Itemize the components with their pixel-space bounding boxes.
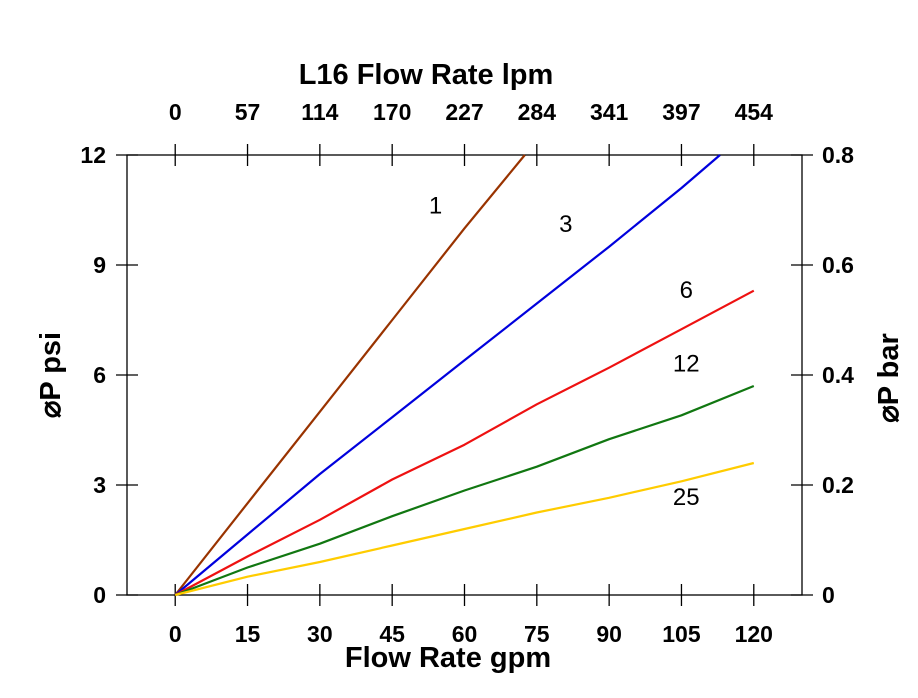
series-line-12 <box>174 384 755 597</box>
x-tick-label: 0 <box>169 621 182 647</box>
y-tick-label: 9 <box>93 252 106 278</box>
y-right-tick-label: 0.6 <box>822 252 854 278</box>
series-layer <box>174 154 755 597</box>
x-tick-label: 105 <box>662 621 701 647</box>
series-line-3 <box>174 154 721 596</box>
series-label-3: 3 <box>559 211 572 238</box>
series-line-1 <box>174 154 526 596</box>
series-label-6: 6 <box>680 277 693 304</box>
x-tick-label: 45 <box>379 621 405 647</box>
x-axis-label: Flow Rate gpm <box>345 642 551 674</box>
x-top-tick-label: 227 <box>445 99 483 125</box>
y-right-tick-label: 0.4 <box>822 362 854 388</box>
x-top-tick-label: 454 <box>735 99 774 125</box>
x-tick-label: 90 <box>596 621 622 647</box>
y-right-tick-label: 0 <box>822 582 835 608</box>
x-top-tick-label: 170 <box>373 99 411 125</box>
x-tick-label: 60 <box>452 621 478 647</box>
chart-title: L16 Flow Rate lpm <box>299 59 554 91</box>
series-label-1: 1 <box>429 193 442 220</box>
y-tick-label: 6 <box>93 362 106 388</box>
series-label-12: 12 <box>673 350 700 377</box>
y-tick-label: 3 <box>93 472 106 498</box>
y-axis-label-left: ⌀P psi <box>35 332 67 418</box>
y-tick-label: 12 <box>80 142 106 168</box>
x-tick-label: 75 <box>524 621 550 647</box>
x-top-tick-label: 397 <box>662 99 700 125</box>
x-tick-label: 15 <box>235 621 261 647</box>
ticks-layer <box>116 144 813 606</box>
x-top-tick-label: 284 <box>518 99 557 125</box>
series-label-25: 25 <box>673 484 700 511</box>
x-tick-label: 120 <box>735 621 773 647</box>
x-top-tick-label: 114 <box>301 99 338 125</box>
series-line-6 <box>174 289 755 596</box>
y-tick-label: 0 <box>93 582 106 608</box>
y-right-tick-label: 0.8 <box>822 142 854 168</box>
x-tick-label: 30 <box>307 621 333 647</box>
x-top-tick-label: 0 <box>169 99 182 125</box>
x-top-tick-label: 57 <box>235 99 261 125</box>
y-axis-label-right: ⌀P bar <box>873 333 905 422</box>
y-right-tick-label: 0.2 <box>822 472 854 498</box>
x-top-tick-label: 341 <box>590 99 629 125</box>
series-line-25 <box>174 461 755 597</box>
